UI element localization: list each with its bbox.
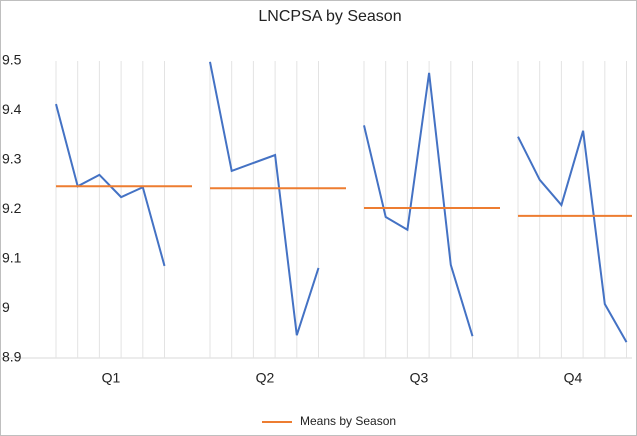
legend-label: Means by Season: [300, 414, 396, 428]
y-tick-label: 8.9: [2, 349, 22, 365]
x-tick-label: Q1: [102, 370, 121, 386]
plot-area: [0, 61, 632, 359]
x-tick-label: Q3: [410, 370, 429, 386]
y-tick-label: 9.5: [2, 52, 22, 68]
y-tick-label: 9.1: [2, 250, 22, 266]
y-tick-label: 9.3: [2, 151, 22, 167]
y-tick-label: 9.4: [2, 101, 22, 117]
y-tick-label: 9.2: [2, 200, 22, 216]
season-line: [517, 130, 628, 343]
season-line: [209, 61, 320, 336]
x-tick-label: Q2: [256, 370, 275, 386]
x-tick-label: Q4: [564, 370, 583, 386]
chart-title: LNCPSA by Season: [258, 8, 401, 25]
season-line: [363, 72, 474, 337]
y-tick-label: 9: [2, 299, 10, 315]
